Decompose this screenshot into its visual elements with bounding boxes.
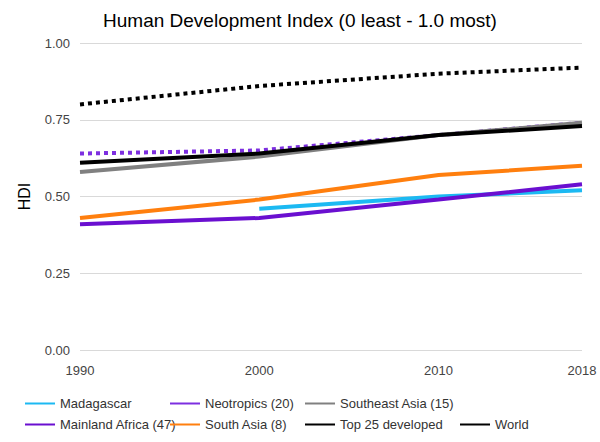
svg-text:2010: 2010 — [424, 363, 453, 378]
svg-text:South Asia (8): South Asia (8) — [205, 417, 287, 432]
svg-text:Neotropics (20): Neotropics (20) — [205, 396, 294, 411]
svg-text:2000: 2000 — [245, 363, 274, 378]
svg-text:Southeast Asia (15): Southeast Asia (15) — [340, 396, 453, 411]
svg-text:1990: 1990 — [66, 363, 95, 378]
svg-text:0.25: 0.25 — [45, 266, 70, 281]
svg-text:Mainland Africa (47): Mainland Africa (47) — [60, 417, 176, 432]
svg-text:Madagascar: Madagascar — [60, 396, 132, 411]
svg-text:0.75: 0.75 — [45, 112, 70, 127]
svg-text:0.00: 0.00 — [45, 343, 70, 358]
svg-text:1.00: 1.00 — [45, 36, 70, 51]
svg-text:2018: 2018 — [568, 363, 597, 378]
svg-text:HDI: HDI — [16, 183, 33, 211]
svg-text:0.50: 0.50 — [45, 189, 70, 204]
svg-text:Human Development Index (0 lea: Human Development Index (0 least - 1.0 m… — [103, 10, 497, 31]
svg-text:World: World — [495, 417, 529, 432]
svg-text:Top 25 developed: Top 25 developed — [340, 417, 443, 432]
